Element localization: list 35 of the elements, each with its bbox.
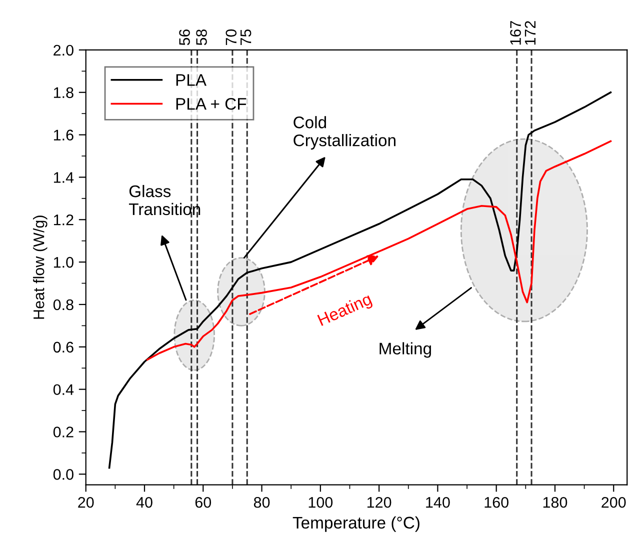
x-tick-label: 140: [426, 496, 450, 508]
y-tick-label: 0.4: [53, 384, 74, 396]
x-tick-label: 180: [543, 496, 568, 508]
x-tick-label: 80: [254, 496, 270, 508]
x-tick-label: 200: [602, 496, 626, 508]
ref-line-label: 56: [179, 29, 190, 46]
annotation: Glass Transition: [128, 184, 200, 216]
legend-label: PLA: [176, 74, 206, 86]
x-tick-label: 60: [195, 496, 212, 508]
y-tick-label: 1.8: [54, 87, 74, 98]
y-tick-label: 0.6: [53, 342, 74, 353]
y-axis-title: Heat flow (W/g): [33, 216, 48, 319]
legend-label: PLA + CF: [176, 98, 246, 110]
y-tick-label: 2.0: [54, 44, 74, 56]
line-series: [108, 91, 612, 469]
y-tick-label: 0.0: [53, 469, 74, 480]
y-tick-label: 1.2: [54, 214, 74, 226]
y-tick-label: 0.2: [53, 426, 74, 438]
y-tick-label: 1.0: [54, 256, 74, 268]
x-tick-label: 120: [367, 496, 392, 508]
annotation: Cold Crystallization: [294, 116, 396, 150]
y-tick-label: 1.4: [54, 172, 74, 183]
x-tick-label: 100: [308, 496, 333, 508]
x-tick-label: 20: [78, 496, 94, 508]
ref-line-label: 172: [524, 21, 536, 45]
ref-line-label: 167: [510, 21, 521, 45]
x-tick-label: 40: [136, 496, 152, 508]
x-axis-title: Temperature (°C): [292, 516, 420, 532]
ref-line-label: 58: [196, 29, 207, 46]
ref-line-label: 70: [226, 29, 237, 46]
x-tick-label: 160: [484, 496, 508, 508]
annotation: Melting: [380, 342, 431, 358]
ref-line-label: 75: [240, 29, 252, 46]
y-tick-label: 0.8: [53, 299, 74, 310]
y-tick-label: 1.6: [54, 130, 74, 140]
